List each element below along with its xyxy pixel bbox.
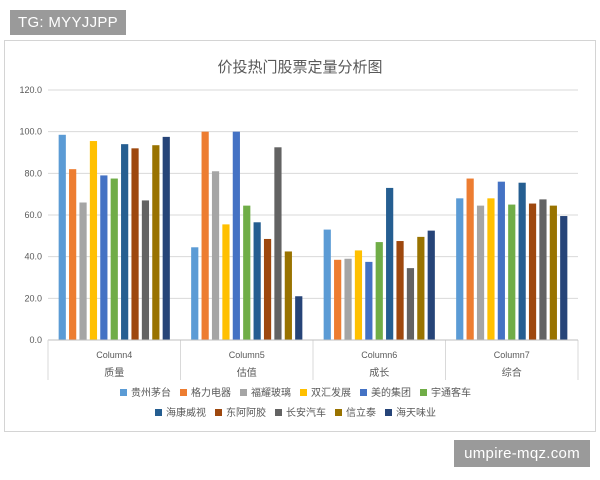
bar-9-4 [539, 199, 547, 340]
chart-title: 价投热门股票定量分析图 [217, 58, 382, 76]
legend-label: 海康威视 [166, 406, 206, 419]
bar-10-1 [152, 145, 160, 340]
bar-3-1 [79, 202, 87, 340]
y-tick-label: 60.0 [24, 210, 42, 220]
y-axis: 0.0 20.0 40.0 60.0 80.0 100.0 120.0 [19, 85, 42, 345]
watermark-bottom: umpire-mqz.com [454, 440, 590, 467]
x-category-label: Column6 [361, 350, 397, 360]
bar-4-3 [354, 250, 363, 340]
x-group-label: 综合 [502, 366, 522, 379]
bar-5-1 [100, 175, 108, 340]
legend-swatch [300, 389, 307, 396]
legend-label: 双汇发展 [311, 386, 351, 399]
bar-5-4 [497, 181, 505, 340]
watermark-top: TG: MYYJJPP [10, 10, 126, 35]
bar-7-2 [253, 222, 261, 340]
bar-3-2 [211, 171, 220, 340]
bar-11-4 [560, 216, 568, 340]
x-category-label: Column7 [494, 350, 530, 360]
bar-1-2 [191, 247, 199, 340]
bar-4-2 [222, 224, 230, 340]
x-category-label: Column4 [96, 350, 132, 360]
bar-11-3 [427, 230, 435, 340]
bar-1-3 [323, 229, 331, 340]
bar-2-1 [69, 169, 77, 340]
legend-label: 长安汽车 [286, 406, 326, 419]
x-group-label: 成长 [369, 367, 389, 379]
bar-8-4 [528, 203, 537, 340]
legend-swatch [240, 389, 247, 396]
y-tick-label: 20.0 [24, 293, 42, 303]
bar-8-1 [131, 148, 139, 340]
legend-label: 贵州茅台 [131, 386, 171, 399]
legend-swatch [180, 389, 187, 396]
x-axis: Column4 质量 Column5 估值 Column6 成长 Column7 综合 [47, 339, 579, 380]
y-tick-label: 40.0 [24, 252, 42, 262]
bar-11-1 [162, 136, 170, 340]
bar-4-4 [487, 198, 495, 340]
y-tick-label: 120.0 [19, 85, 42, 95]
bar-10-2 [284, 251, 292, 340]
bar-7-3 [386, 187, 394, 340]
legend-swatch [155, 409, 162, 416]
bar-6-3 [375, 242, 383, 340]
legend-swatch [275, 409, 282, 416]
legend-swatch [420, 389, 427, 396]
legend-label: 信立泰 [346, 406, 376, 419]
bar-10-4 [549, 205, 557, 340]
bar-5-2 [232, 131, 240, 340]
legend-swatch [120, 389, 127, 396]
legend-swatch [335, 409, 342, 416]
bar-9-1 [141, 200, 150, 340]
bar-4-1 [89, 141, 98, 340]
y-tick-label: 80.0 [24, 168, 42, 178]
bar-6-1 [110, 178, 118, 340]
bar-3-4 [476, 205, 485, 340]
legend-label: 美的集团 [371, 386, 411, 399]
bar-9-2 [274, 147, 282, 340]
legend-label: 福耀玻璃 [251, 386, 291, 399]
legend-swatch [215, 409, 222, 416]
bars [58, 131, 568, 340]
bar-7-1 [121, 144, 129, 340]
bar-2-4 [466, 178, 474, 340]
legend-label: 东阿阿胶 [226, 406, 266, 419]
bar-10-3 [417, 236, 425, 340]
bar-5-3 [365, 261, 373, 340]
bar-6-4 [508, 204, 516, 340]
legend-label: 宇通客车 [431, 386, 471, 399]
bar-8-3 [396, 241, 404, 340]
x-category-label: Column5 [229, 350, 265, 360]
x-group-label: 估值 [237, 366, 257, 379]
x-group-label: 质量 [104, 367, 124, 379]
bar-1-4 [456, 198, 464, 340]
legend-label: 格力电器 [191, 386, 231, 399]
legend-swatch [360, 389, 367, 396]
legend-label: 海天味业 [396, 406, 436, 419]
bar-1-1 [58, 134, 66, 340]
bar-9-3 [406, 268, 415, 340]
y-tick-label: 100.0 [19, 127, 42, 137]
y-tick-label: 0.0 [29, 335, 42, 345]
bar-2-3 [334, 259, 342, 340]
bar-6-2 [243, 205, 251, 340]
bar-2-2 [201, 131, 209, 340]
bar-3-3 [344, 258, 352, 340]
legend-swatch [385, 409, 392, 416]
bar-7-4 [518, 182, 526, 340]
bar-11-2 [295, 296, 303, 340]
bar-8-2 [263, 238, 272, 340]
